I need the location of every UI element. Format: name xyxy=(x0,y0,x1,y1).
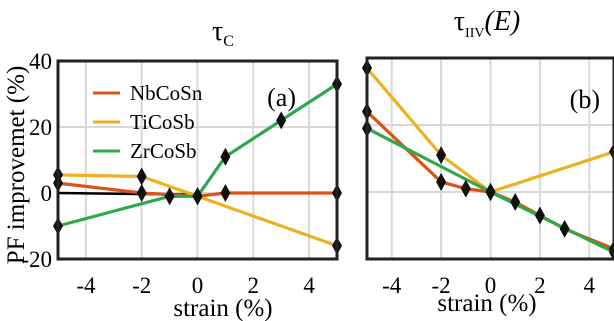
legend-label-ticosb: TiCoSb xyxy=(130,110,195,134)
panel-a-title-base: τ xyxy=(212,16,223,47)
data-point-nbcosn xyxy=(460,179,471,198)
panel-a-ylabel: PF improvemet (%) xyxy=(3,66,30,265)
y-tick-label: -20 xyxy=(21,247,52,272)
series-line-ticosb xyxy=(57,173,338,248)
x-tick-label: -2 xyxy=(132,273,151,298)
panel-b: τIIV(E) -4 -2 0 2 4 strain (%) (b) xyxy=(362,6,614,317)
data-point-nbcosn xyxy=(510,193,521,212)
panel-b-title: τIIV(E) xyxy=(454,6,520,41)
data-point-zrcosb xyxy=(276,111,287,130)
y-tick-label: 40 xyxy=(29,49,52,74)
series-line-ticosb xyxy=(365,67,614,194)
panel-a-frame xyxy=(56,59,339,261)
y-tick-label: 20 xyxy=(29,115,52,140)
y-tick-label: 0 xyxy=(41,181,53,206)
panel-b-xlabel: strain (%) xyxy=(437,290,536,317)
x-tick-label: 4 xyxy=(584,273,596,298)
data-point-nbcosn xyxy=(559,219,570,238)
panel-b-frame xyxy=(365,56,614,261)
legend: NbCoSn TiCoSb ZrCoSb xyxy=(93,81,203,163)
data-point-zrcosb xyxy=(220,147,231,166)
legend-label-zrcosb: ZrCoSb xyxy=(130,139,197,163)
x-tick-label: 0 xyxy=(192,273,204,298)
panel-b-title-base: τ xyxy=(454,6,465,37)
panel-b-label: (b) xyxy=(570,85,600,114)
x-tick-label: -4 xyxy=(76,273,96,298)
panel-a-markers xyxy=(53,75,342,255)
data-point-nbcosn xyxy=(534,206,545,225)
panel-a-title: τC xyxy=(212,16,234,50)
data-point-ticosb xyxy=(436,146,447,165)
data-point-ticosb xyxy=(136,167,147,186)
panel-a-label: (a) xyxy=(267,83,296,112)
x-tick-label: 0 xyxy=(485,273,497,298)
panel-a-title-sub: C xyxy=(223,33,234,50)
panel-b-title-suffix: (E) xyxy=(484,6,520,37)
legend-label-nbcosn: NbCoSn xyxy=(130,81,203,105)
panel-a-series xyxy=(57,82,338,248)
x-tick-label: -4 xyxy=(382,273,402,298)
series-line-zrcosb xyxy=(57,82,338,228)
x-tick-label: 2 xyxy=(534,273,546,298)
data-point-nbcosn xyxy=(220,184,231,202)
data-point-zrcosb xyxy=(485,183,496,201)
x-tick-label: 4 xyxy=(303,273,315,298)
data-point-nbcosn xyxy=(436,172,447,191)
data-point-nbcosn xyxy=(136,184,147,202)
panel-b-tick-labels: -4 -2 0 2 4 xyxy=(382,273,595,298)
x-tick-label: -2 xyxy=(432,273,451,298)
panel-a-xlabel: strain (%) xyxy=(173,295,272,321)
panel-b-title-sub: IIV xyxy=(465,26,484,41)
data-point-zrcosb xyxy=(164,187,175,206)
data-point-zrcosb xyxy=(192,187,203,206)
x-tick-label: 2 xyxy=(248,273,260,298)
